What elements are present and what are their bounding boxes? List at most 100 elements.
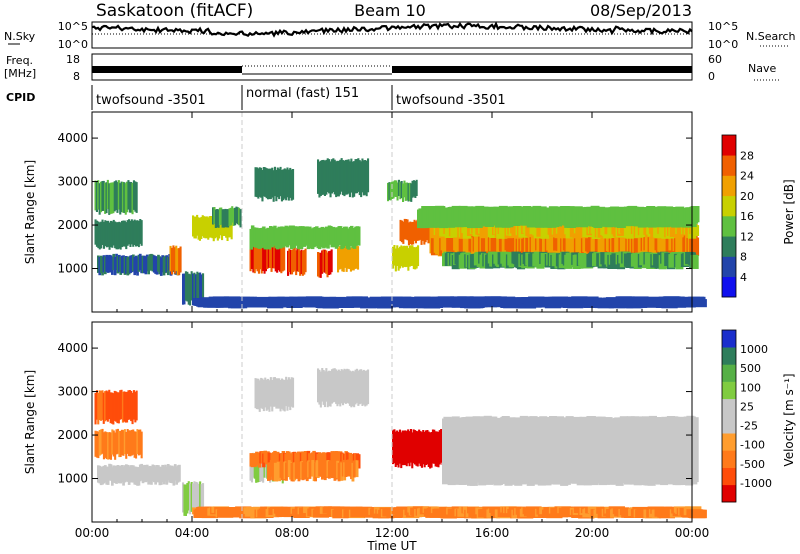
velocity-cells-cell-0 <box>116 465 120 483</box>
velocity-cells-cell-1 <box>139 429 142 455</box>
power-cells-cell-0 <box>127 256 131 275</box>
power-cells-cell-16 <box>417 245 420 267</box>
velocity-cells-cell-1 <box>132 429 135 455</box>
power-cells-cell-0 <box>109 255 113 273</box>
power-cells-cell-4 <box>190 271 193 301</box>
power-cells-cell-2 <box>131 182 134 215</box>
power-cells-cell-14 <box>397 179 400 196</box>
velocity-cells-cell-2 <box>111 392 114 424</box>
power-cells-cell-0 <box>97 255 100 273</box>
velocity-cells-cell-7 <box>257 378 260 410</box>
ytick-label: 4000 <box>57 341 88 355</box>
velocity-cells-cell-4 <box>264 452 267 478</box>
power-cells-cell-14 <box>399 181 402 200</box>
power-cells-cell-14 <box>412 180 415 197</box>
power-cells-cell-14 <box>406 182 409 201</box>
power-cells-cell-15 <box>409 221 412 244</box>
velocity-cells-cell-8 <box>325 368 328 402</box>
power-cells-cell-4 <box>202 273 205 304</box>
velocity-cells-cell-0 <box>132 465 135 483</box>
power-cells-cell-13 <box>340 158 343 192</box>
velocity-cells-cell-2 <box>124 391 127 423</box>
velocity-cells-cell-8 <box>321 368 324 402</box>
power-cells-cell-6 <box>228 208 231 227</box>
velocity-cells-cell-0 <box>147 466 150 485</box>
velocity-colorbar-swatch <box>722 364 736 382</box>
power-cells-cell-8 <box>292 248 295 273</box>
power-cells-cell-2 <box>113 181 116 212</box>
power-cells-cell-8 <box>299 250 302 276</box>
velocity-cells-cell-2 <box>98 390 101 421</box>
power-cells-cell-15 <box>413 219 416 241</box>
velocity-cells-cell-9 <box>416 431 419 467</box>
power-cells-cell-18 <box>690 225 700 236</box>
power-cells-cell-2 <box>123 182 126 213</box>
velocity-cells-cell-1 <box>136 429 139 455</box>
velocity-cells-cell-8 <box>361 370 364 406</box>
velocity-cells-cell-9 <box>419 431 422 467</box>
power-cells-cell-8 <box>301 250 304 276</box>
power-cells-cell-6 <box>217 209 220 228</box>
velocity-cells-cell-1 <box>115 429 118 455</box>
power-cells-cell-6 <box>238 207 241 226</box>
velocity-cells-cell-1 <box>112 430 115 457</box>
power-cells-cell-1 <box>109 220 112 248</box>
power-cells-cell-2 <box>111 182 114 214</box>
power-cells-cell-13 <box>344 159 347 195</box>
velocity-cells-cell-2 <box>97 393 100 425</box>
velocity-cells-cell-0 <box>169 465 173 483</box>
power-cells-cell-2 <box>134 181 137 212</box>
power-cells-cell-13 <box>365 160 368 197</box>
freq-left-tick-top: 18 <box>66 53 80 66</box>
velocity-cells-cell-2 <box>134 391 137 423</box>
power-cells-cell-6 <box>231 206 234 223</box>
power-cells-cell-16 <box>414 247 417 270</box>
velocity-cells-cell-8 <box>329 371 332 407</box>
power-cells-cell-0 <box>129 255 132 274</box>
cpid-segment-3: twofsound -3501 <box>396 93 506 108</box>
velocity-cells-cell-9 <box>396 430 399 466</box>
velocity-cells-cell-0 <box>166 464 170 481</box>
velocity-cells-cell-8 <box>319 371 322 408</box>
power-cells-cell-1 <box>108 222 111 250</box>
power-cells-cell-13 <box>361 158 364 193</box>
velocity-colorbar-tick: -500 <box>740 458 765 471</box>
power-cells-cell-0 <box>104 256 107 275</box>
power-cells-cell-0 <box>106 255 110 273</box>
power-cells-cell-10 <box>354 245 357 269</box>
power-cells-cell-5 <box>209 216 212 238</box>
velocity-cells-cell-8 <box>348 370 351 406</box>
power-cells-cell-3 <box>179 246 182 273</box>
xtick-label: 20:00 <box>575 526 610 540</box>
power-cells-cell-5 <box>229 215 232 238</box>
velocity-cells-cell-3 <box>189 483 192 515</box>
velocity-colorbar-swatch <box>722 467 736 486</box>
power-cells-cell-13 <box>362 160 365 196</box>
power-cells-cell-13 <box>328 159 331 194</box>
power-cells-cell-4 <box>197 272 200 304</box>
power-cells-cell-10 <box>341 247 344 272</box>
velocity-cells-cell-9 <box>414 430 417 465</box>
velocity-cells-cell-2 <box>113 390 116 421</box>
power-cells-cell-5 <box>211 216 214 239</box>
velocity-cells-cell-0 <box>119 465 123 484</box>
velocity-cells-cell-7 <box>292 377 295 408</box>
velocity-cells-cell-1 <box>105 432 108 460</box>
power-cells-cell-1 <box>102 221 105 249</box>
power-cells-cell-3 <box>170 247 173 275</box>
power-cells-cell-15 <box>400 220 403 243</box>
freq-band-2 <box>392 66 692 73</box>
power-cells-cell-13 <box>335 161 338 198</box>
velocity-cells-cell-1 <box>137 429 140 456</box>
velocity-colorbar: 1000 500 100 25 -25 -100 -500 -1000 <box>721 329 772 503</box>
x-axis-label: Time UT <box>366 539 417 553</box>
velocity-cells-cell-2 <box>101 390 104 420</box>
velocity-cells-cell-1 <box>119 430 122 457</box>
velocity-cells-cell-9 <box>420 432 423 468</box>
power-cells-cell-0 <box>148 254 152 271</box>
freq-band-1 <box>92 66 242 73</box>
velocity-cells-cell-8 <box>333 368 336 402</box>
power-cells-cell-1 <box>125 222 128 250</box>
velocity-cells-cell-7 <box>269 377 272 407</box>
velocity-cells-cell-9 <box>407 429 410 464</box>
